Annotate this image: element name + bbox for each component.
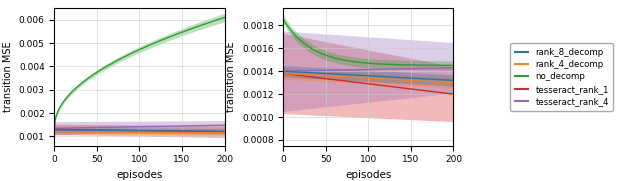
Y-axis label: transition MSE: transition MSE bbox=[227, 42, 236, 112]
X-axis label: episodes: episodes bbox=[345, 170, 392, 180]
Legend: rank_8_decomp, rank_4_decomp, no_decomp, tesseract_rank_1, tesseract_rank_4: rank_8_decomp, rank_4_decomp, no_decomp,… bbox=[511, 43, 613, 111]
Y-axis label: transition MSE: transition MSE bbox=[3, 42, 13, 112]
X-axis label: episodes: episodes bbox=[116, 170, 163, 180]
